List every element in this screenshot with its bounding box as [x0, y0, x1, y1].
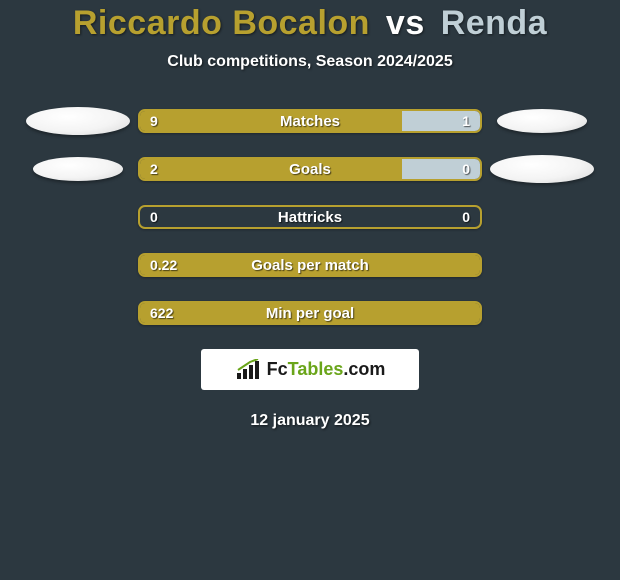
player2-marker: [490, 155, 594, 183]
fctables-logo: FcTables.com: [201, 349, 419, 390]
stat-bar: 20Goals: [138, 157, 482, 181]
stat-row: 20Goals: [0, 157, 620, 181]
stat-row: 622Min per goal: [0, 301, 620, 325]
bar-right-fill: [402, 159, 480, 179]
logo-text: FcTables.com: [267, 359, 386, 380]
stat-row: 0 0Hattricks: [0, 205, 620, 229]
stat-bar: 0.22Goals per match: [138, 253, 482, 277]
player1-marker: [33, 157, 123, 181]
bar-left-fill: [140, 111, 402, 131]
stat-rows: 91Matches 20Goals 0 0Hattricks 0.22Goals per…: [0, 109, 620, 325]
bar-left-fill: [140, 159, 402, 179]
stat-bar: 91Matches: [138, 109, 482, 133]
player2-name: Renda: [441, 4, 547, 42]
left-slot: [18, 157, 138, 181]
bar-left-fill: [140, 255, 480, 275]
stat-row: 0.22Goals per match: [0, 253, 620, 277]
player1-marker: [26, 107, 130, 135]
left-slot: [18, 107, 138, 135]
right-slot: [482, 109, 602, 133]
stat-left-value: 0: [150, 207, 158, 227]
logo-text-dotcom: .com: [343, 359, 385, 379]
stat-bar: 622Min per goal: [138, 301, 482, 325]
right-slot: [482, 155, 602, 183]
player2-marker: [497, 109, 587, 133]
subtitle: Club competitions, Season 2024/2025: [0, 53, 620, 71]
logo-text-tables: Tables: [288, 359, 344, 379]
date-label: 12 january 2025: [0, 412, 620, 430]
comparison-infographic: Riccardo Bocalon vs Renda Club competiti…: [0, 0, 620, 430]
player1-name: Riccardo Bocalon: [73, 4, 370, 42]
stat-right-value: 0: [462, 207, 470, 227]
stat-label: Hattricks: [140, 207, 480, 227]
stat-row: 91Matches: [0, 109, 620, 133]
title: Riccardo Bocalon vs Renda: [0, 4, 620, 43]
logo-text-fc: Fc: [267, 359, 288, 379]
vs-label: vs: [386, 4, 425, 42]
stat-bar: 0 0Hattricks: [138, 205, 482, 229]
bar-chart-icon: [235, 359, 261, 381]
bar-left-fill: [140, 303, 480, 323]
bar-right-fill: [402, 111, 480, 131]
